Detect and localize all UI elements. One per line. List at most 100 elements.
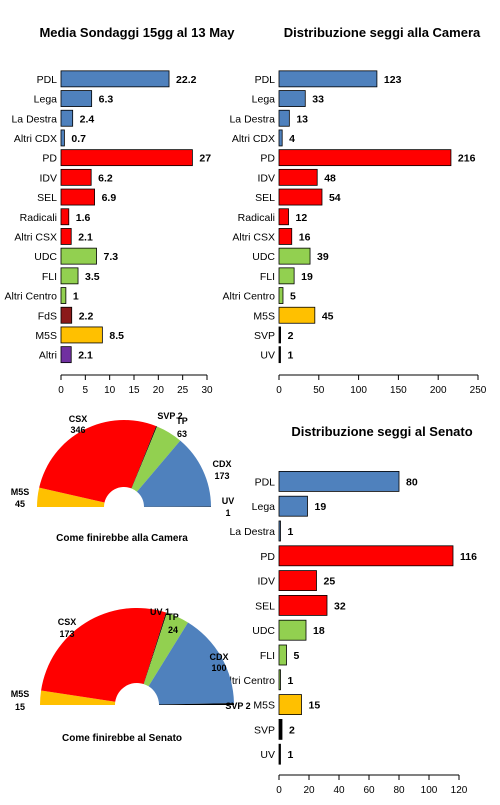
- bar-camera-6: [279, 189, 322, 205]
- category-label-camera-12: M5S: [253, 310, 275, 322]
- bar-senato-2: [279, 521, 281, 541]
- x-tick-label-sondaggi-5: 25: [177, 385, 189, 396]
- x-tick-label-camera-5: 250: [470, 385, 487, 396]
- slice-name-emiciclo-camera-m5s: M5S: [11, 487, 30, 497]
- value-label-sondaggi-12: 2.2: [79, 310, 94, 322]
- value-label-sondaggi-2: 2.4: [80, 113, 95, 125]
- bar-senato-0: [279, 471, 399, 491]
- value-label-camera-3: 4: [289, 133, 295, 145]
- slice-name-emiciclo-camera-csx: CSX: [69, 414, 88, 424]
- category-label-sondaggi-1: Lega: [34, 94, 58, 106]
- x-tick-label-camera-0: 0: [276, 385, 282, 396]
- value-label-camera-1: 33: [312, 94, 324, 106]
- x-tick-label-sondaggi-6: 30: [201, 385, 213, 396]
- slice-name-emiciclo-senato-csx: CSX: [58, 617, 77, 627]
- value-label-camera-4: 216: [458, 153, 476, 165]
- category-label-camera-7: Radicali: [238, 212, 275, 224]
- value-label-camera-12: 45: [322, 310, 334, 322]
- value-label-sondaggi-0: 22.2: [176, 74, 197, 86]
- value-label-camera-11: 5: [290, 291, 296, 303]
- bar-senato-7: [279, 645, 287, 665]
- category-label-sondaggi-7: Radicali: [20, 212, 57, 224]
- bar-senato-8: [279, 670, 281, 690]
- value-label-senato-0: 80: [406, 476, 418, 488]
- value-label-camera-2: 13: [296, 113, 308, 125]
- slice-name-emiciclo-senato-m5s: M5S: [11, 689, 30, 699]
- bar-sondaggi-3: [61, 130, 64, 146]
- slice-name-emiciclo-senato-tp: TP: [167, 612, 179, 622]
- x-tick-label-camera-2: 100: [350, 385, 367, 396]
- value-label-senato-10: 2: [289, 724, 295, 736]
- caption-camera: Come finirebbe alla Camera: [56, 533, 188, 544]
- value-label-senato-6: 18: [313, 625, 325, 637]
- slice-value-emiciclo-camera-uv: 1: [225, 508, 230, 518]
- x-tick-label-camera-3: 150: [390, 385, 407, 396]
- value-label-senato-3: 116: [460, 551, 477, 563]
- bar-senato-6: [279, 620, 306, 640]
- slice-name-emiciclo-senato-cdx: CDX: [209, 652, 228, 662]
- category-label-sondaggi-2: La Destra: [11, 113, 57, 125]
- bar-sondaggi-5: [61, 169, 91, 185]
- value-label-camera-9: 39: [317, 251, 329, 263]
- value-label-senato-9: 15: [309, 700, 321, 712]
- category-label-sondaggi-0: PDL: [37, 74, 58, 86]
- chart-title-senato: Distribuzione seggi al Senato: [291, 424, 472, 439]
- bar-senato-1: [279, 496, 308, 516]
- x-tick-label-senato-3: 60: [363, 785, 375, 796]
- x-tick-label-sondaggi-3: 15: [128, 385, 140, 396]
- slice-value-emiciclo-camera-csx: 346: [70, 425, 85, 435]
- x-tick-label-senato-4: 80: [393, 785, 405, 796]
- bar-camera-13: [279, 327, 281, 343]
- value-label-camera-10: 19: [301, 271, 313, 283]
- value-label-sondaggi-9: 7.3: [104, 251, 119, 263]
- category-label-camera-0: PDL: [255, 74, 276, 86]
- x-tick-label-senato-2: 40: [333, 785, 345, 796]
- x-tick-label-camera-4: 200: [430, 385, 447, 396]
- bar-sondaggi-6: [61, 189, 95, 205]
- value-label-sondaggi-11: 1: [73, 291, 79, 303]
- bar-senato-4: [279, 571, 317, 591]
- slice-value-emiciclo-senato-csx: 173: [59, 629, 74, 639]
- value-label-senato-7: 5: [294, 650, 300, 662]
- value-label-sondaggi-4: 27: [199, 153, 211, 165]
- value-label-camera-0: 123: [384, 74, 402, 86]
- category-label-camera-4: PD: [260, 153, 275, 165]
- bar-senato-11: [279, 744, 281, 764]
- x-tick-label-senato-5: 100: [421, 785, 438, 796]
- value-label-sondaggi-13: 8.5: [109, 330, 124, 342]
- category-label-senato-1: Lega: [252, 501, 276, 513]
- slice-value-emiciclo-camera-tp: 63: [177, 429, 187, 439]
- value-label-camera-5: 48: [324, 172, 336, 184]
- slice-value-emiciclo-senato-m5s: 15: [15, 702, 25, 712]
- value-label-senato-11: 1: [288, 749, 294, 761]
- value-label-sondaggi-3: 0.7: [71, 133, 86, 145]
- value-label-sondaggi-10: 3.5: [85, 271, 100, 283]
- bar-camera-0: [279, 71, 377, 87]
- bar-camera-2: [279, 110, 289, 126]
- value-label-sondaggi-1: 6.3: [99, 94, 114, 106]
- category-label-camera-2: La Destra: [229, 113, 275, 125]
- category-label-sondaggi-4: PD: [42, 153, 57, 165]
- value-label-senato-1: 19: [315, 501, 327, 513]
- bar-camera-9: [279, 248, 310, 264]
- caption-senato: Come finirebbe al Senato: [62, 733, 182, 744]
- bar-camera-11: [279, 288, 283, 304]
- slice-name-emiciclo-senato-svp: SVP 2: [225, 701, 250, 711]
- bar-camera-7: [279, 209, 289, 225]
- slice-value-emiciclo-senato-cdx: 100: [211, 663, 226, 673]
- category-label-senato-3: PD: [260, 551, 275, 563]
- bar-senato-10: [279, 719, 282, 739]
- slice-value-emiciclo-camera-cdx: 173: [214, 471, 229, 481]
- bar-camera-14: [279, 347, 281, 363]
- category-label-sondaggi-10: FLI: [42, 271, 57, 283]
- value-label-senato-2: 1: [288, 526, 294, 538]
- category-label-camera-14: UV: [260, 350, 275, 362]
- category-label-senato-4: IDV: [257, 576, 275, 588]
- category-label-camera-3: Altri CDX: [232, 133, 275, 145]
- value-label-senato-4: 25: [324, 576, 336, 588]
- category-label-camera-6: SEL: [255, 192, 275, 204]
- category-label-senato-7: FLI: [260, 650, 275, 662]
